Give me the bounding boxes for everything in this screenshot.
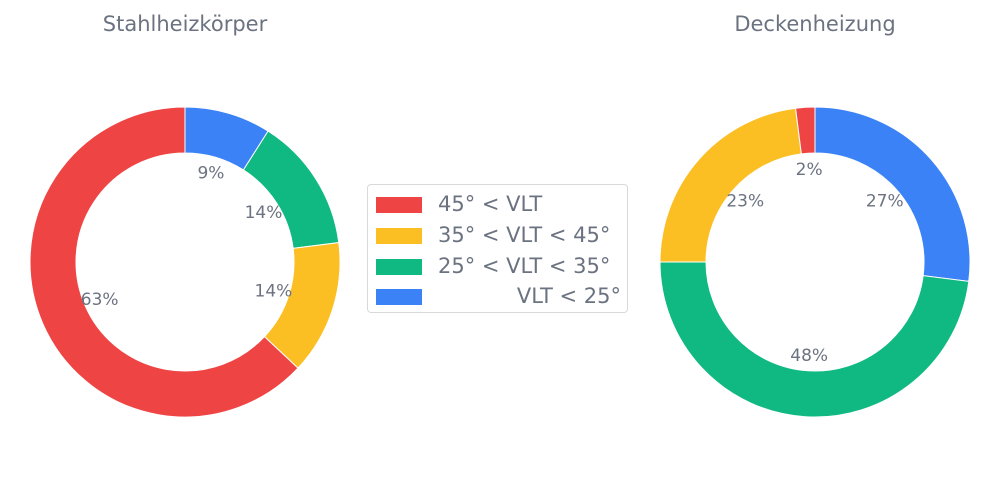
donut-slice xyxy=(242,130,340,249)
legend-label: 25° < VLT < 35° xyxy=(438,254,611,278)
legend-swatch xyxy=(376,228,422,244)
slice-label: 9% xyxy=(197,164,224,184)
donut-chart-2: Deckenheizung 27% 48% 23% 2% xyxy=(659,12,971,418)
legend-item-45-plus: 45° < VLT xyxy=(376,192,621,216)
legend-label: 45° < VLT xyxy=(438,192,543,216)
legend: 45° < VLT 35° < VLT < 45° 25° < VLT < 35… xyxy=(367,184,628,313)
slice-label: 23% xyxy=(726,191,764,211)
slice-label: 2% xyxy=(796,160,823,180)
donut-slice xyxy=(659,261,970,418)
legend-item-25-35: 25° < VLT < 35° xyxy=(376,254,621,278)
donut-slice xyxy=(659,107,802,263)
donut-chart-1: Stahlheizkörper 9% 14% 14% 63% xyxy=(29,12,341,418)
slice-label: 63% xyxy=(81,290,119,310)
slice-label: 14% xyxy=(255,282,293,302)
legend-item-35-45: 35° < VLT < 45° xyxy=(376,223,621,247)
slice-label: 14% xyxy=(245,203,283,223)
legend-swatch xyxy=(376,197,422,213)
legend-label: VLT < 25° xyxy=(516,284,621,308)
slice-label: 27% xyxy=(866,191,904,211)
chart-title: Deckenheizung xyxy=(734,12,895,36)
donut-slice xyxy=(795,106,816,155)
legend-swatch xyxy=(376,289,422,305)
legend-swatch xyxy=(376,259,422,275)
legend-item-below-25: VLT < 25° xyxy=(376,284,621,308)
chart-title: Stahlheizkörper xyxy=(103,12,268,36)
donut-slice xyxy=(29,106,299,418)
slice-label: 48% xyxy=(790,346,828,366)
legend-label: 35° < VLT < 45° xyxy=(438,223,611,247)
